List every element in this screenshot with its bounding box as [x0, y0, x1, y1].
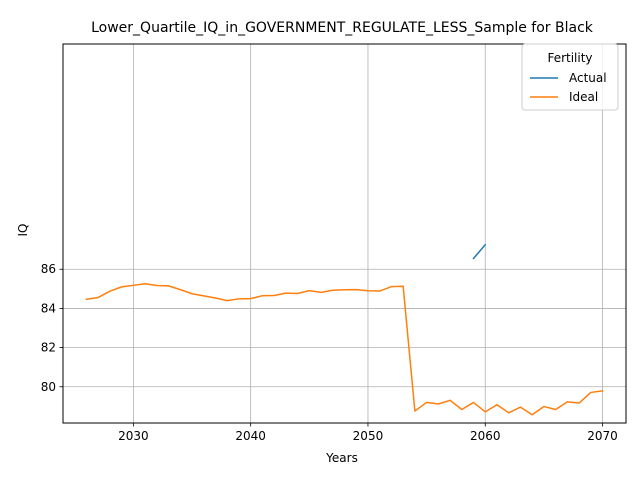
x-tick-label: 2030: [118, 429, 149, 443]
legend-label-ideal: Ideal: [569, 90, 598, 104]
y-tick-label: 84: [41, 301, 56, 315]
x-tick-label: 2070: [587, 429, 618, 443]
y-axis: 80 82 84 86: [41, 262, 63, 394]
x-axis: 2030 2040 2050 2060 2070: [118, 423, 618, 443]
legend-title: Fertility: [547, 51, 592, 65]
x-tick-label: 2050: [353, 429, 384, 443]
series-line-ideal: [85, 282, 604, 416]
y-tick-label: 82: [41, 341, 56, 355]
y-axis-label: IQ: [16, 224, 30, 237]
chart-title: Lower_Quartile_IQ_in_GOVERNMENT_REGULATE…: [91, 20, 594, 36]
series-line-actual: [472, 243, 487, 260]
legend-label-actual: Actual: [569, 71, 607, 85]
series-group: [85, 243, 604, 416]
x-tick-label: 2060: [470, 429, 501, 443]
grid-lines: [63, 44, 626, 423]
x-axis-label: Years: [325, 451, 358, 465]
y-tick-label: 86: [41, 262, 56, 276]
legend-box: [521, 43, 619, 111]
legend: Fertility Actual Ideal: [521, 43, 619, 111]
x-tick-label: 2040: [235, 429, 266, 443]
plot-frame: [62, 43, 627, 424]
y-tick-label: 80: [41, 380, 56, 394]
